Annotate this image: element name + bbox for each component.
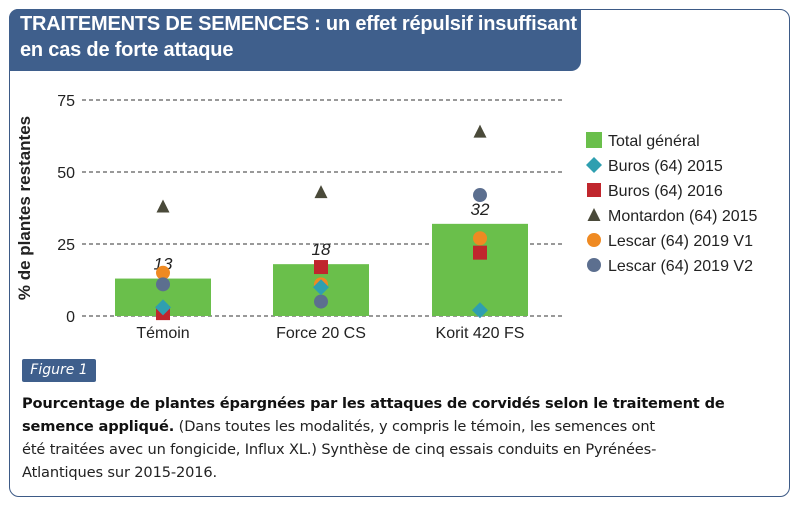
point-circle-2 bbox=[473, 231, 487, 246]
point-circle-1 bbox=[314, 294, 328, 309]
x-tick-label: Témoin bbox=[136, 325, 189, 342]
point-square-1 bbox=[314, 260, 328, 275]
y-tick-label: 75 bbox=[57, 93, 75, 110]
legend-label-4: Lescar (64) 2019 V1 bbox=[608, 233, 753, 250]
caption-line-4: Atlantiques sur 2015-2016. bbox=[22, 464, 217, 481]
y-tick-label: 50 bbox=[57, 165, 75, 182]
caption-line-2: semence appliqué. (Dans toutes les modal… bbox=[22, 415, 782, 438]
bar-value-label: 18 bbox=[312, 240, 331, 259]
legend-label-5: Lescar (64) 2019 V2 bbox=[608, 258, 753, 275]
x-tick-label: Force 20 CS bbox=[276, 325, 366, 342]
caption-line-3: été traitées avec un fongicide, Influx X… bbox=[22, 441, 657, 458]
figure-frame bbox=[9, 9, 790, 497]
figure-title: TRAITEMENTS DE SEMENCES : un effet répul… bbox=[20, 11, 580, 63]
y-tick-label: 25 bbox=[57, 237, 75, 254]
y-axis-label: % de plantes restantes bbox=[15, 116, 34, 300]
legend-marker-0 bbox=[586, 132, 602, 148]
legend-label-2: Buros (64) 2016 bbox=[608, 183, 723, 200]
bar-value-label: 32 bbox=[471, 200, 490, 219]
legend-marker-2 bbox=[587, 183, 601, 197]
figure-label: Figure 1 bbox=[22, 359, 96, 382]
y-tick-label: 0 bbox=[66, 309, 75, 326]
point-triangle-1 bbox=[314, 185, 328, 199]
point-circle-0 bbox=[156, 277, 170, 292]
caption-bold-2: semence appliqué. bbox=[22, 418, 175, 435]
title-line-2: en cas de forte attaque bbox=[20, 39, 234, 61]
legend-label-1: Buros (64) 2015 bbox=[608, 158, 723, 175]
point-diamond-2 bbox=[472, 302, 488, 319]
point-circle-0 bbox=[156, 265, 170, 280]
point-diamond-1 bbox=[313, 279, 329, 296]
figure-caption: Pourcentage de plantes épargnées par les… bbox=[22, 392, 782, 484]
point-triangle-0 bbox=[156, 199, 170, 213]
caption-rest-2: (Dans toutes les modalités, y compris le… bbox=[174, 418, 656, 435]
point-diamond-0 bbox=[155, 299, 171, 316]
legend-marker-5 bbox=[587, 258, 601, 272]
title-line-1: TRAITEMENTS DE SEMENCES : un effet répul… bbox=[20, 13, 577, 35]
point-triangle-2 bbox=[473, 124, 487, 138]
legend-label-3: Montardon (64) 2015 bbox=[608, 208, 758, 225]
caption-bold-1: Pourcentage de plantes épargnées par les… bbox=[22, 395, 725, 412]
legend-marker-4 bbox=[587, 233, 601, 247]
title-band bbox=[9, 9, 581, 71]
x-tick-label: Korit 420 FS bbox=[436, 325, 525, 342]
point-circle-2 bbox=[473, 188, 487, 203]
point-square-2 bbox=[473, 245, 487, 260]
legend-marker-3 bbox=[587, 208, 601, 221]
legend-label-0: Total général bbox=[608, 133, 700, 150]
caption-line-1: Pourcentage de plantes épargnées par les… bbox=[22, 392, 782, 415]
legend-marker-1 bbox=[586, 157, 602, 173]
